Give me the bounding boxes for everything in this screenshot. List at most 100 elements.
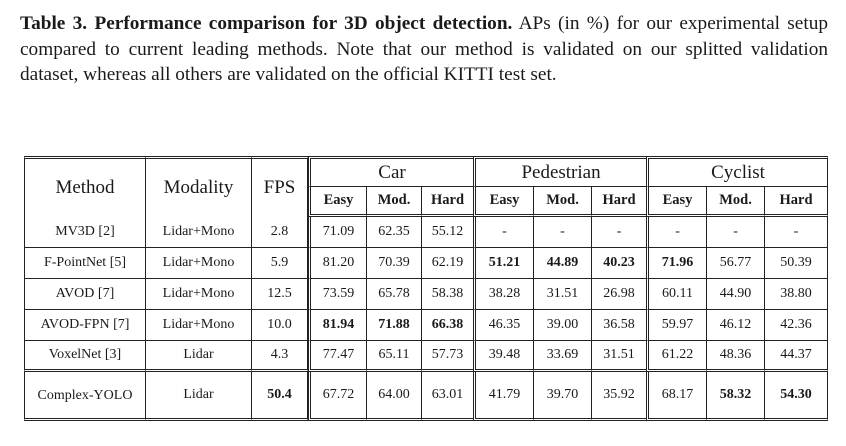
modality-cell: Lidar [146, 372, 252, 421]
value-cell: 35.92 [591, 372, 647, 421]
method-cell: MV3D [2] [24, 217, 146, 248]
value-cell: 26.98 [591, 279, 647, 310]
subheader-easy-3: Easy [473, 187, 534, 217]
fps-cell: 12.5 [252, 279, 308, 310]
value-cell: 48.36 [706, 341, 765, 372]
value-cell: - [473, 217, 534, 248]
table-row: AVOD-FPN [7] Lidar+Mono 10.0 81.94 71.88 66.3… [24, 310, 829, 341]
modality-cell: Lidar+Mono [146, 217, 252, 248]
fps-cell: 2.8 [252, 217, 308, 248]
value-cell: 46.35 [473, 310, 534, 341]
value-cell: - [764, 217, 829, 248]
header-pedestrian: Pedestrian [473, 156, 647, 187]
method-cell: AVOD-FPN [7] [24, 310, 146, 341]
value-cell: - [591, 217, 647, 248]
table-body: MV3D [2] Lidar+Mono 2.8 71.09 62.35 55.12- - - -… [24, 217, 829, 421]
value-cell: 81.94 [308, 310, 366, 341]
method-cell: F-PointNet [5] [24, 248, 146, 279]
table-row: AVOD [7] Lidar+Mono 12.5 73.59 65.78 58.38 38.… [24, 279, 829, 310]
value-cell: 71.09 [308, 217, 366, 248]
value-cell: 62.35 [366, 217, 421, 248]
value-cell: 77.47 [308, 341, 366, 372]
value-cell: 41.79 [473, 372, 534, 421]
value-cell: 39.48 [473, 341, 534, 372]
modality-cell: Lidar+Mono [146, 248, 252, 279]
value-cell: 50.39 [764, 248, 829, 279]
subheader-hard-5: Hard [591, 187, 647, 217]
value-cell: 62.19 [421, 248, 474, 279]
value-cell: - [646, 217, 707, 248]
value-cell: 51.21 [473, 248, 534, 279]
method-cell: AVOD [7] [24, 279, 146, 310]
value-cell: 68.17 [646, 372, 707, 421]
table-row: F-PointNet [5] Lidar+Mono 5.9 81.20 70.39 62.… [24, 248, 829, 279]
table-row: VoxelNet [3] Lidar 4.3 77.47 65.11 57.73 39.48… [24, 341, 829, 372]
value-cell: 31.51 [591, 341, 647, 372]
value-cell: 57.73 [421, 341, 474, 372]
value-cell: 59.97 [646, 310, 707, 341]
fps-cell: 50.4 [252, 372, 308, 421]
value-cell: 38.80 [764, 279, 829, 310]
fps-cell: 5.9 [252, 248, 308, 279]
subheader-mod-7: Mod. [706, 187, 765, 217]
fps-cell: 10.0 [252, 310, 308, 341]
value-cell: 64.00 [366, 372, 421, 421]
value-cell: 44.37 [764, 341, 829, 372]
value-cell: 39.00 [533, 310, 592, 341]
header-cyclist: Cyclist [646, 156, 829, 187]
caption-label: Table 3. [20, 13, 88, 34]
value-cell: 66.38 [421, 310, 474, 341]
header-fps: FPS [252, 156, 308, 217]
value-cell: 71.88 [366, 310, 421, 341]
value-cell: 56.77 [706, 248, 765, 279]
subheader-easy-0: Easy [308, 187, 366, 217]
table-row: MV3D [2] Lidar+Mono 2.8 71.09 62.35 55.12- - - -… [24, 217, 829, 248]
value-cell: 55.12 [421, 217, 474, 248]
table-caption: Table 3. Performance comparison for 3D o… [20, 11, 828, 88]
value-cell: 65.11 [366, 341, 421, 372]
performance-table: Method Modality FPS Car Pedestrian Cycli… [24, 156, 829, 421]
value-cell: - [706, 217, 765, 248]
value-cell: 54.30 [764, 372, 829, 421]
modality-cell: Lidar [146, 341, 252, 372]
value-cell: 44.90 [706, 279, 765, 310]
subheader-hard-8: Hard [764, 187, 829, 217]
value-cell: 40.23 [591, 248, 647, 279]
value-cell: 65.78 [366, 279, 421, 310]
modality-cell: Lidar+Mono [146, 310, 252, 341]
value-cell: 38.28 [473, 279, 534, 310]
value-cell: 31.51 [533, 279, 592, 310]
modality-cell: Lidar+Mono [146, 279, 252, 310]
value-cell: 58.38 [421, 279, 474, 310]
subheader-hard-2: Hard [421, 187, 474, 217]
value-cell: 63.01 [421, 372, 474, 421]
method-cell: Complex-YOLO [24, 372, 146, 421]
value-cell: 36.58 [591, 310, 647, 341]
value-cell: 39.70 [533, 372, 592, 421]
value-cell: 70.39 [366, 248, 421, 279]
caption-title: Performance comparison for 3D object det… [94, 13, 513, 34]
value-cell: 71.96 [646, 248, 707, 279]
value-cell: 44.89 [533, 248, 592, 279]
value-cell: 81.20 [308, 248, 366, 279]
fps-cell: 4.3 [252, 341, 308, 372]
subheader-mod-4: Mod. [533, 187, 592, 217]
value-cell: 42.36 [764, 310, 829, 341]
header-car: Car [308, 156, 474, 187]
subheader-easy-6: Easy [646, 187, 707, 217]
value-cell: 61.22 [646, 341, 707, 372]
value-cell: 67.72 [308, 372, 366, 421]
subheader-row: Easy Mod. Hard Easy Mod. Hard Easy Mod. Hard [24, 187, 829, 217]
value-cell: 73.59 [308, 279, 366, 310]
value-cell: 60.11 [646, 279, 707, 310]
method-cell: VoxelNet [3] [24, 341, 146, 372]
table-row: Complex-YOLO Lidar 50.4 67.72 64.00 63.01 41.7… [24, 372, 829, 421]
caption-text: APs (in %) for our experimental setup co… [20, 13, 828, 85]
value-cell: 58.32 [706, 372, 765, 421]
value-cell: - [533, 217, 592, 248]
subheader-mod-1: Mod. [366, 187, 421, 217]
header-method: Method [24, 156, 146, 217]
header-modality: Modality [146, 156, 252, 217]
value-cell: 33.69 [533, 341, 592, 372]
value-cell: 46.12 [706, 310, 765, 341]
